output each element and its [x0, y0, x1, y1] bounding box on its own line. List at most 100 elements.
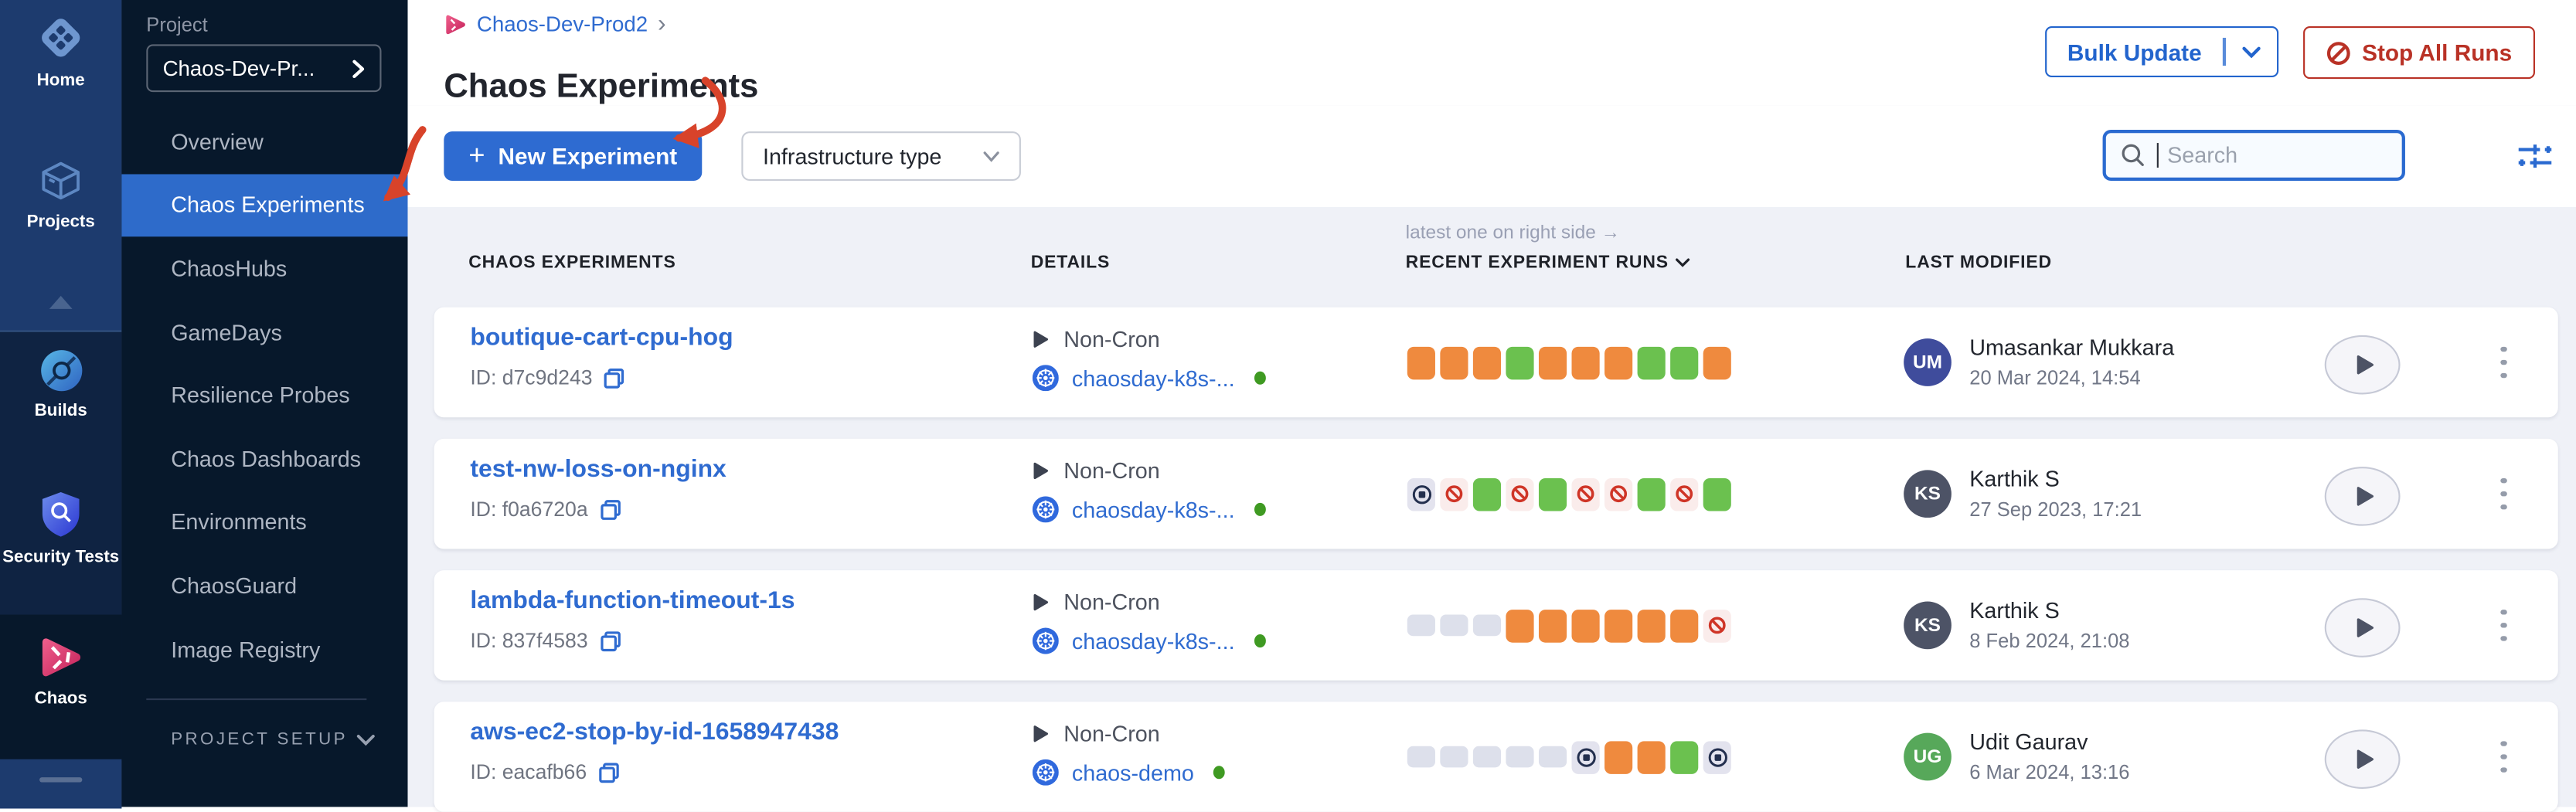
- project-setup-toggle[interactable]: PROJECT SETUP: [171, 729, 375, 749]
- rail-item-chaos[interactable]: Chaos: [0, 634, 121, 708]
- infrastructure-link[interactable]: chaos-demo: [1071, 759, 1194, 785]
- run-failed[interactable]: [1703, 609, 1731, 642]
- experiment-row[interactable]: lambda-function-timeout-1s ID: 837f4583 …: [434, 570, 2558, 681]
- sidebar-item-image-registry[interactable]: Image Registry: [171, 637, 321, 662]
- run-experiment-button[interactable]: [2324, 334, 2401, 394]
- copy-icon[interactable]: [598, 762, 620, 783]
- infra-status-dot: [1254, 634, 1266, 648]
- sidebar-item-chaos-dashboards[interactable]: Chaos Dashboards: [171, 447, 362, 471]
- run-failed[interactable]: [1506, 477, 1534, 511]
- run-na[interactable]: [1407, 746, 1435, 768]
- stop-all-runs-button[interactable]: Stop All Runs: [2302, 26, 2535, 80]
- run-experiment-button[interactable]: [2324, 597, 2401, 657]
- search-input[interactable]: [2163, 141, 2387, 170]
- run-failed[interactable]: [1670, 477, 1699, 511]
- experiment-row[interactable]: aws-ec2-stop-by-id-1658947438 ID: eacafb…: [434, 702, 2558, 812]
- rail-collapse-button[interactable]: [0, 289, 121, 318]
- run-running[interactable]: [1604, 740, 1633, 773]
- non-cron-icon: [1033, 725, 1049, 742]
- kubernetes-icon: [1032, 759, 1059, 786]
- run-stopped[interactable]: [1407, 477, 1435, 511]
- experiment-row[interactable]: test-nw-loss-on-nginx ID: f0a6720a Non-C…: [434, 438, 2558, 549]
- sidebar-item-environments[interactable]: Environments: [171, 510, 307, 535]
- infrastructure-link[interactable]: chaosday-k8s-...: [1071, 365, 1235, 391]
- run-stopped[interactable]: [1571, 740, 1600, 773]
- sidebar-item-chaos-experiments[interactable]: Chaos Experiments: [121, 173, 408, 237]
- run-running[interactable]: [1703, 345, 1731, 379]
- run-na[interactable]: [1440, 746, 1468, 768]
- run-success[interactable]: [1538, 477, 1567, 511]
- run-experiment-button[interactable]: [2324, 466, 2401, 525]
- row-menu-button[interactable]: [2493, 736, 2516, 778]
- run-running[interactable]: [1637, 740, 1666, 773]
- run-failed[interactable]: [1440, 477, 1468, 511]
- run-running[interactable]: [1604, 345, 1633, 379]
- run-na[interactable]: [1506, 746, 1534, 768]
- bulk-update-button[interactable]: Bulk Update: [2044, 26, 2278, 77]
- stopped-run-icon: [1411, 484, 1431, 504]
- run-success[interactable]: [1506, 345, 1534, 379]
- rail-item-security-tests[interactable]: Security Tests: [0, 490, 121, 567]
- run-running[interactable]: [1670, 609, 1699, 642]
- run-running[interactable]: [1637, 609, 1666, 642]
- rail-more-handle[interactable]: [39, 777, 83, 783]
- run-success[interactable]: [1637, 477, 1666, 511]
- filter-settings-icon[interactable]: [2517, 138, 2554, 175]
- run-na[interactable]: [1538, 746, 1567, 768]
- run-success[interactable]: [1703, 477, 1731, 511]
- experiment-name-link[interactable]: lambda-function-timeout-1s: [470, 586, 795, 615]
- run-running[interactable]: [1604, 609, 1633, 642]
- infrastructure-type-select[interactable]: Infrastructure type: [741, 131, 1021, 181]
- run-success[interactable]: [1637, 345, 1666, 379]
- run-success[interactable]: [1670, 740, 1699, 773]
- sidebar-item-chaosguard[interactable]: ChaosGuard: [171, 573, 298, 599]
- infrastructure-link[interactable]: chaosday-k8s-...: [1071, 497, 1235, 522]
- experiment-id: ID: 837f4583: [470, 629, 588, 653]
- rail-label-chaos: Chaos: [34, 688, 87, 708]
- rail-item-home[interactable]: Home: [0, 13, 121, 90]
- sidebar-item-chaoshubs[interactable]: ChaosHubs: [171, 256, 288, 281]
- bulk-update-dropdown[interactable]: [2226, 45, 2277, 58]
- experiment-row[interactable]: boutique-cart-cpu-hog ID: d7c9d243 Non-C…: [434, 307, 2558, 418]
- run-na[interactable]: [1440, 614, 1468, 637]
- experiment-name-link[interactable]: boutique-cart-cpu-hog: [470, 324, 733, 352]
- run-failed[interactable]: [1604, 477, 1633, 511]
- project-selector[interactable]: Chaos-Dev-Pr...: [146, 44, 382, 93]
- run-running[interactable]: [1571, 345, 1600, 379]
- experiment-name-link[interactable]: aws-ec2-stop-by-id-1658947438: [470, 718, 839, 746]
- run-running[interactable]: [1407, 345, 1435, 379]
- run-success[interactable]: [1472, 477, 1502, 511]
- sidebar-item-resilience-probes[interactable]: Resilience Probes: [171, 382, 350, 408]
- run-running[interactable]: [1571, 609, 1600, 642]
- sidebar-item-gamedays[interactable]: GameDays: [171, 319, 282, 345]
- chaos-module-icon: [446, 14, 465, 34]
- row-menu-button[interactable]: [2493, 341, 2516, 383]
- new-experiment-button[interactable]: + New Experiment: [444, 131, 703, 181]
- copy-icon[interactable]: [600, 499, 621, 521]
- run-running[interactable]: [1440, 345, 1468, 379]
- run-stopped[interactable]: [1703, 740, 1731, 773]
- run-na[interactable]: [1472, 614, 1502, 637]
- row-menu-button[interactable]: [2493, 473, 2516, 515]
- breadcrumb-project-link[interactable]: Chaos-Dev-Prod2: [476, 11, 648, 36]
- run-failed[interactable]: [1571, 477, 1600, 511]
- rail-item-builds[interactable]: Builds: [0, 348, 121, 421]
- run-running[interactable]: [1506, 609, 1534, 642]
- run-na[interactable]: [1407, 614, 1435, 637]
- copy-icon[interactable]: [600, 630, 621, 652]
- run-running[interactable]: [1472, 345, 1502, 379]
- column-header-recent-runs[interactable]: RECENT EXPERIMENT RUNS: [1406, 253, 1690, 273]
- run-na[interactable]: [1472, 746, 1502, 768]
- chaos-pinwheel-icon: [38, 634, 84, 688]
- infrastructure-link[interactable]: chaosday-k8s-...: [1071, 628, 1235, 654]
- run-success[interactable]: [1670, 345, 1699, 379]
- sidebar-item-overview[interactable]: Overview: [171, 129, 264, 155]
- run-experiment-button[interactable]: [2324, 729, 2401, 788]
- experiment-name-link[interactable]: test-nw-loss-on-nginx: [470, 455, 727, 484]
- copy-icon[interactable]: [604, 367, 625, 389]
- run-running[interactable]: [1538, 345, 1567, 379]
- run-running[interactable]: [1538, 609, 1567, 642]
- play-icon: [2356, 749, 2373, 768]
- row-menu-button[interactable]: [2493, 604, 2516, 647]
- rail-item-projects[interactable]: Projects: [0, 158, 121, 232]
